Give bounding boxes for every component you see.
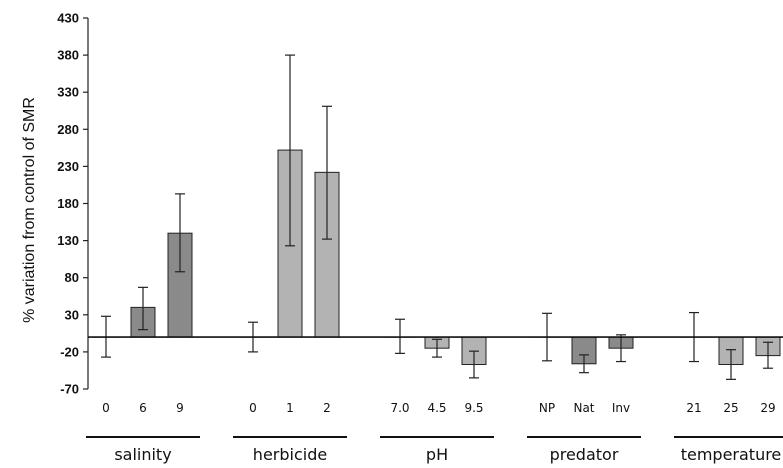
category-label-herbicide-2: 2 — [323, 401, 331, 415]
y-tick-label: -70 — [60, 382, 79, 397]
category-label-temperature-29: 29 — [760, 401, 775, 415]
group-label-pH: pH — [426, 445, 448, 464]
error-bars-layer — [101, 54, 773, 380]
category-label-temperature-25: 25 — [723, 401, 738, 415]
bars-layer — [93, 149, 781, 366]
y-tick-label: 130 — [57, 233, 79, 248]
category-label-predator-NP: NP — [539, 401, 555, 415]
y-tick-label: 330 — [57, 85, 79, 100]
y-tick-label: 430 — [57, 11, 79, 26]
group-label-herbicide: herbicide — [253, 445, 327, 464]
y-tick-label: 280 — [57, 122, 79, 137]
y-tick-label: 380 — [57, 48, 79, 63]
category-label-pH-7.0: 7.0 — [390, 401, 409, 415]
y-tick-label: 180 — [57, 196, 79, 211]
category-label-predator-Nat: Nat — [573, 401, 594, 415]
group-label-temperature: temperature — [681, 445, 782, 464]
y-tick-label: 30 — [65, 307, 79, 322]
y-tick-label: 230 — [57, 159, 79, 174]
y-tick-label: -20 — [60, 344, 79, 359]
category-label-pH-9.5: 9.5 — [464, 401, 483, 415]
category-label-salinity-0: 0 — [102, 401, 110, 415]
y-tick-label: 80 — [65, 270, 79, 285]
category-label-herbicide-1: 1 — [286, 401, 294, 415]
y-axis-title: % variation from control of SMR — [21, 97, 38, 323]
group-labels-layer: salinity herbicide pH predator temperature — [86, 436, 783, 464]
category-label-salinity-9: 9 — [176, 401, 184, 415]
y-axis: 430 380 330 280 230 180 130 80 30 -20 -70 — [57, 11, 89, 397]
category-labels-layer: 0 6 9 0 1 2 7.0 4.5 9.5 NP Nat Inv 21 25 29 — [102, 401, 775, 415]
group-label-predator: predator — [550, 445, 619, 464]
category-label-salinity-6: 6 — [139, 401, 147, 415]
category-label-predator-Inv: Inv — [612, 401, 630, 415]
group-label-salinity: salinity — [114, 445, 171, 464]
category-label-pH-4.5: 4.5 — [427, 401, 446, 415]
category-label-temperature-21: 21 — [686, 401, 701, 415]
category-label-herbicide-0: 0 — [249, 401, 257, 415]
